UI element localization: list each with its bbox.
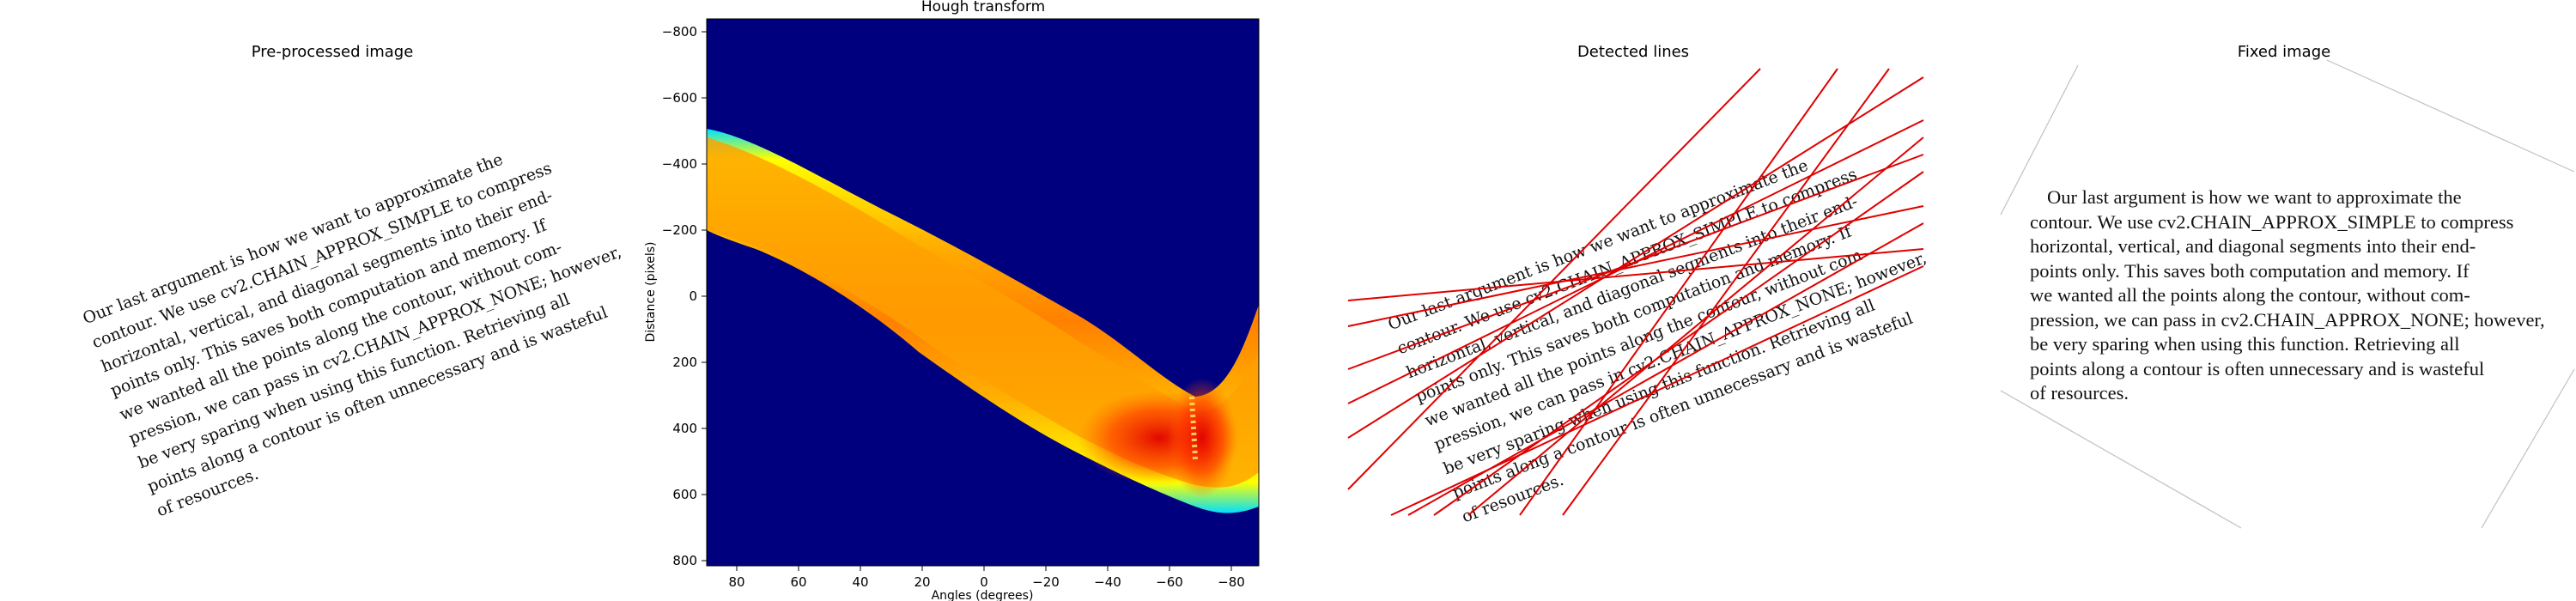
text-line: points along a contour is often unnecess… [2030, 357, 2485, 379]
hough-y-tick-label: −800 [662, 24, 697, 39]
hough-y-axis-label: Distance (pixels) [644, 241, 658, 342]
hough-y-tick-label: 400 [672, 421, 697, 436]
hough-x-tick-label: 60 [790, 574, 806, 590]
hough-band [707, 129, 1259, 513]
hough-x-tick-label: −80 [1218, 574, 1245, 590]
hough-y-tick-label: 600 [672, 487, 697, 502]
detected-line [1347, 205, 1924, 327]
fixed-title: Fixed image [2237, 43, 2331, 61]
hough-x-tick-label: 40 [852, 574, 868, 590]
detected-line [1519, 68, 1838, 516]
hough-x-tick-label: −40 [1094, 574, 1121, 590]
hough-y-tick-label: −400 [662, 156, 697, 172]
detected-line [1347, 68, 1761, 490]
detected-line [1347, 119, 1924, 404]
detected-line [1562, 68, 1890, 516]
detected-line [1347, 248, 1924, 301]
detected-line [1467, 137, 1924, 516]
hough-y-tick-label: −600 [662, 90, 697, 106]
fixed-image-border [2000, 59, 2575, 529]
hough-x-tick-label: −60 [1156, 574, 1183, 590]
detected-line [1407, 222, 1924, 516]
text-line: contour. We use cv2.CHAIN_APPROX_SIMPLE … [2030, 210, 2514, 233]
hough-x-tick-label: 80 [728, 574, 744, 590]
text-line: Our last argument is how we want to appr… [2047, 186, 2462, 208]
hough-x-tick-label: 20 [914, 574, 930, 590]
text-line: be very sparing when using this function… [2030, 333, 2460, 355]
fixed-text: Our last argument is how we want to appr… [2030, 185, 2545, 406]
detected-line [1347, 76, 1924, 439]
preprocessed-text: Our last argument is how we want to appr… [79, 119, 653, 524]
hough-x-tick-label: 0 [980, 574, 988, 590]
hough-x-tick-label: −20 [1032, 574, 1060, 590]
hough-title: Hough transform [920, 0, 1046, 15]
detected-lines-overlay [1347, 68, 1924, 516]
hough-y-tick-label: 200 [672, 355, 697, 370]
detected-line [1433, 171, 1924, 516]
text-line: we wanted all the points along the conto… [2030, 284, 2470, 306]
hough-y-tick-label: −200 [662, 222, 697, 238]
detected-line [1390, 265, 1924, 516]
hough-x-axis-label: Angles (degrees) [932, 589, 1034, 601]
hough-y-tick-label: 0 [689, 288, 697, 304]
text-line: points only. This saves both computation… [2030, 259, 2470, 282]
text-line: horizontal, vertical, and diagonal segme… [2030, 235, 2476, 257]
hough-y-tick-label: 800 [672, 553, 697, 568]
text-line: pression, we can pass in cv2.CHAIN_APPRO… [2030, 308, 2545, 331]
hough-transform-plot: 80 60 40 20 0 −20 −40 −60 −80−800−600−400−200020… [644, 18, 1260, 601]
preprocessed-title: Pre-processed image [251, 43, 414, 61]
detected-title: Detected lines [1577, 43, 1690, 61]
text-line: of resources. [2030, 382, 2129, 404]
